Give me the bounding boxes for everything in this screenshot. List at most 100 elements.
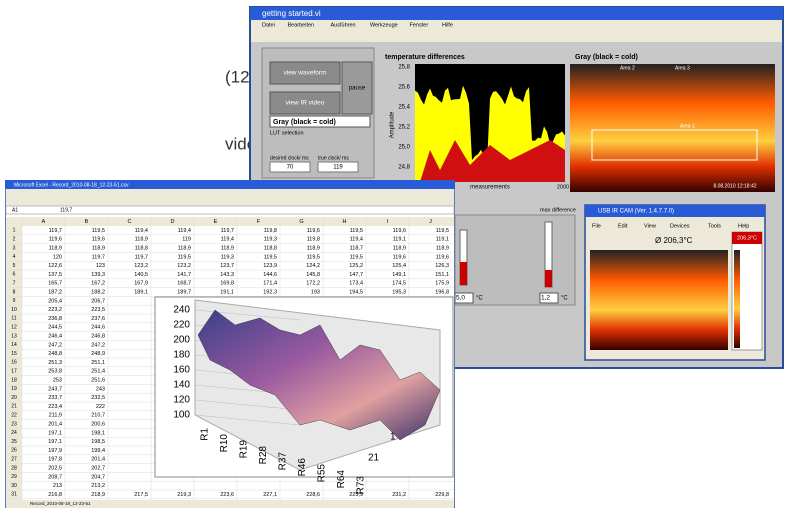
grid-line bbox=[194, 399, 301, 411]
x-tick-label: 2000 bbox=[557, 184, 569, 190]
cell: 217,5 bbox=[134, 492, 148, 498]
y-axis-label: Amplitude bbox=[390, 111, 396, 138]
x-tick-label: R19 bbox=[239, 440, 250, 459]
cell: 119,5 bbox=[92, 228, 105, 234]
cell: 144,6 bbox=[263, 272, 277, 278]
y-tick-label: 140 bbox=[173, 380, 190, 391]
cell: 206,7 bbox=[91, 298, 105, 304]
cell: 119,3 bbox=[264, 237, 277, 243]
thermometer-fill bbox=[545, 270, 552, 287]
x-tick-label: R1 bbox=[200, 428, 211, 441]
ir-image bbox=[570, 64, 775, 192]
cell: 236,8 bbox=[48, 316, 62, 322]
scale-max: 206,3°C bbox=[737, 235, 757, 241]
x-axis-label: measurements bbox=[470, 185, 510, 191]
menu-item: File bbox=[592, 223, 601, 229]
cell: 119,6 bbox=[393, 228, 406, 234]
row-header: 13 bbox=[11, 333, 17, 339]
cell: 216,8 bbox=[48, 492, 62, 498]
menu-item: View bbox=[644, 223, 656, 229]
cell: 195,3 bbox=[392, 289, 406, 295]
cell: 119,3 bbox=[221, 254, 234, 260]
cell: 118,9 bbox=[221, 245, 234, 251]
cell: 233,7 bbox=[48, 395, 62, 401]
sheet-tab: Record_2010-08-18_12-23-51 bbox=[30, 501, 91, 506]
cell: 208,7 bbox=[48, 474, 62, 480]
x-tick-label: R28 bbox=[258, 446, 269, 465]
cell: 247,2 bbox=[48, 342, 62, 348]
window-title: USB IR CAM (Ver. 1.4.7.7.0) bbox=[598, 209, 674, 215]
excel-window: Microsoft Excel - Record_2010-08-18_12-2… bbox=[5, 180, 455, 508]
dropdown[interactable] bbox=[269, 115, 371, 128]
column-header: H bbox=[343, 219, 347, 225]
button[interactable] bbox=[269, 91, 341, 115]
cell: 125,2 bbox=[349, 263, 363, 269]
cell: 248,9 bbox=[91, 351, 105, 357]
cell: 165,7 bbox=[48, 281, 62, 287]
cell: 119,4 bbox=[178, 228, 191, 234]
max-diff-label: max difference bbox=[540, 207, 576, 213]
x-tick-label: R46 bbox=[297, 458, 308, 477]
y-tick-label: 24,8 bbox=[398, 165, 410, 171]
row-header: 28 bbox=[11, 465, 17, 471]
surface bbox=[197, 309, 441, 441]
cell: 187,2 bbox=[48, 289, 62, 295]
menu-item: Bearbeiten bbox=[288, 22, 315, 28]
cell: 251,3 bbox=[48, 360, 62, 366]
x-tick-label: R55 bbox=[317, 464, 328, 483]
cell: 119,1 bbox=[436, 237, 449, 243]
cell: 119,5 bbox=[436, 228, 449, 234]
cell: 222 bbox=[96, 404, 105, 410]
button-label: view IR video bbox=[286, 100, 325, 107]
cell: 171,4 bbox=[263, 281, 277, 287]
thermo-panel bbox=[454, 214, 576, 306]
window-title: getting started.vi bbox=[262, 9, 321, 18]
scale-bar-color bbox=[734, 250, 740, 348]
cell: 119,7 bbox=[49, 228, 62, 234]
column-header: E bbox=[214, 219, 218, 225]
row-header: 7 bbox=[13, 281, 16, 287]
row-header: 25 bbox=[11, 439, 17, 445]
cell: 199,4 bbox=[91, 448, 105, 454]
title-bar bbox=[250, 7, 783, 20]
cell: 201,4 bbox=[48, 421, 62, 427]
grid-line bbox=[194, 414, 301, 426]
cell: 168,7 bbox=[177, 281, 191, 287]
cell: 119,5 bbox=[264, 254, 277, 260]
cell: 119,5 bbox=[178, 254, 191, 260]
field-label: true clock/ ms bbox=[318, 155, 349, 161]
y-tick-label: 25,6 bbox=[398, 85, 410, 91]
button[interactable] bbox=[269, 61, 341, 85]
row-header: 15 bbox=[11, 351, 17, 357]
depth-tick-label: 1 bbox=[390, 432, 396, 443]
menu-item: Edit bbox=[618, 223, 628, 229]
cell: 123,7 bbox=[220, 263, 234, 269]
cell: 248,8 bbox=[48, 351, 62, 357]
unit: °C bbox=[476, 296, 483, 302]
cell: 225,9 bbox=[349, 492, 363, 498]
grid-line bbox=[194, 309, 301, 321]
cell: 119 bbox=[182, 237, 191, 243]
cell: 119,5 bbox=[350, 228, 363, 234]
cell: 188,2 bbox=[91, 289, 105, 295]
y-tick-label: 25,4 bbox=[398, 105, 410, 111]
cell: 251,6 bbox=[91, 377, 105, 383]
cell: 118,9 bbox=[393, 245, 406, 251]
field-value: 70 bbox=[287, 165, 294, 171]
y-tick-label: 180 bbox=[173, 350, 190, 361]
toolbar bbox=[251, 29, 782, 42]
cell: 119,6 bbox=[92, 237, 105, 243]
field-label: desired clock/ ms bbox=[270, 155, 309, 161]
cell: 223,4 bbox=[48, 404, 62, 410]
cell: 119,8 bbox=[307, 237, 320, 243]
cell: 243,7 bbox=[48, 386, 62, 392]
menu-item: Devices bbox=[670, 223, 690, 229]
unit: °C bbox=[561, 296, 568, 302]
row-header: 30 bbox=[11, 483, 17, 489]
y-tick-label: 240 bbox=[173, 305, 190, 316]
button[interactable] bbox=[341, 61, 373, 115]
reading: 5,0 bbox=[456, 295, 465, 302]
cell: 118,9 bbox=[436, 245, 449, 251]
column-header: C bbox=[128, 219, 132, 225]
cell: 151,1 bbox=[435, 272, 449, 278]
